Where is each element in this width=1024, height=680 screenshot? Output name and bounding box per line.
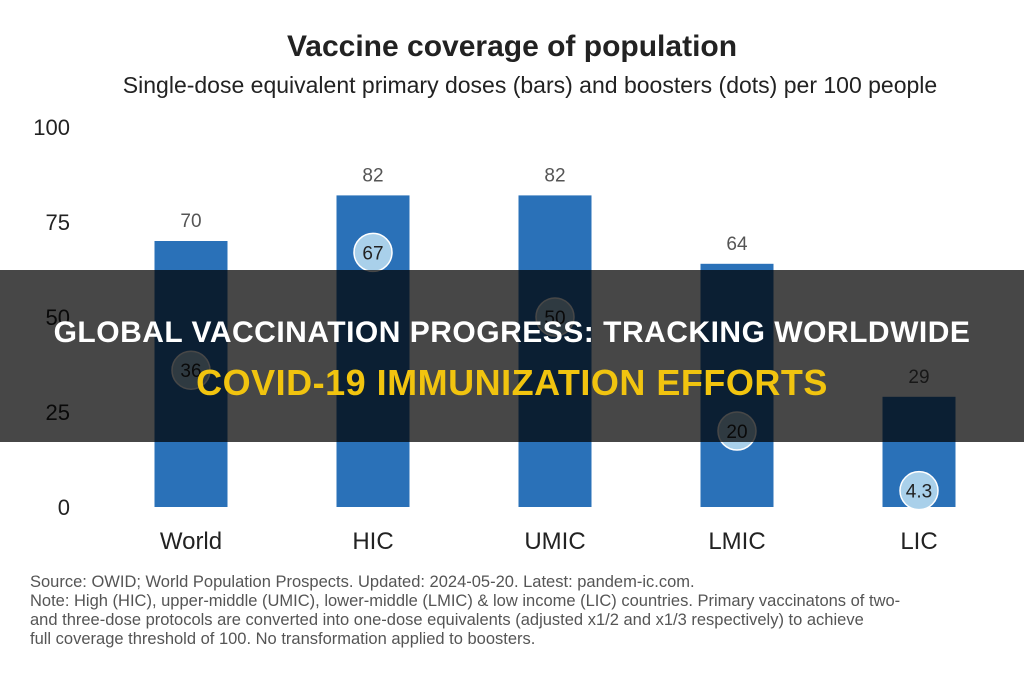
bar-value-label: 82 [544, 165, 565, 186]
note-line-2: and three-dose protocols are converted i… [30, 611, 864, 629]
note-line-1: Note: High (HIC), upper-middle (UMIC), l… [30, 592, 901, 610]
chart-subtitle: Single-dose equivalent primary doses (ba… [122, 72, 938, 98]
y-tick-label: 100 [33, 115, 70, 140]
bar-value-label: 70 [180, 211, 201, 232]
chart-notes: Source: OWID; World Population Prospects… [30, 573, 1024, 649]
note-line-3: full coverage threshold of 100. No trans… [30, 630, 536, 648]
booster-value-label: 67 [362, 243, 383, 264]
bar-value-label: 82 [362, 165, 383, 186]
source-note: Source: OWID; World Population Prospects… [30, 573, 695, 591]
chart-title: Vaccine coverage of population [286, 30, 738, 63]
y-tick-label: 75 [46, 210, 70, 235]
category-label: LIC [900, 528, 937, 555]
bar-value-label: 64 [726, 234, 748, 255]
booster-dot [899, 470, 939, 511]
category-label: LMIC [708, 528, 765, 555]
category-label: UMIC [524, 528, 585, 555]
overlay-band [0, 270, 1024, 442]
overlay-subheadline: COVID-19 IMMUNIZATION EFFORTS [196, 362, 828, 403]
booster-value-label: 4.3 [906, 482, 932, 503]
category-label: World [160, 528, 222, 555]
y-tick-label: 0 [58, 495, 70, 520]
category-label: HIC [352, 528, 393, 555]
overlay-headline: GLOBAL VACCINATION PROGRESS: TRACKING WO… [53, 316, 971, 349]
